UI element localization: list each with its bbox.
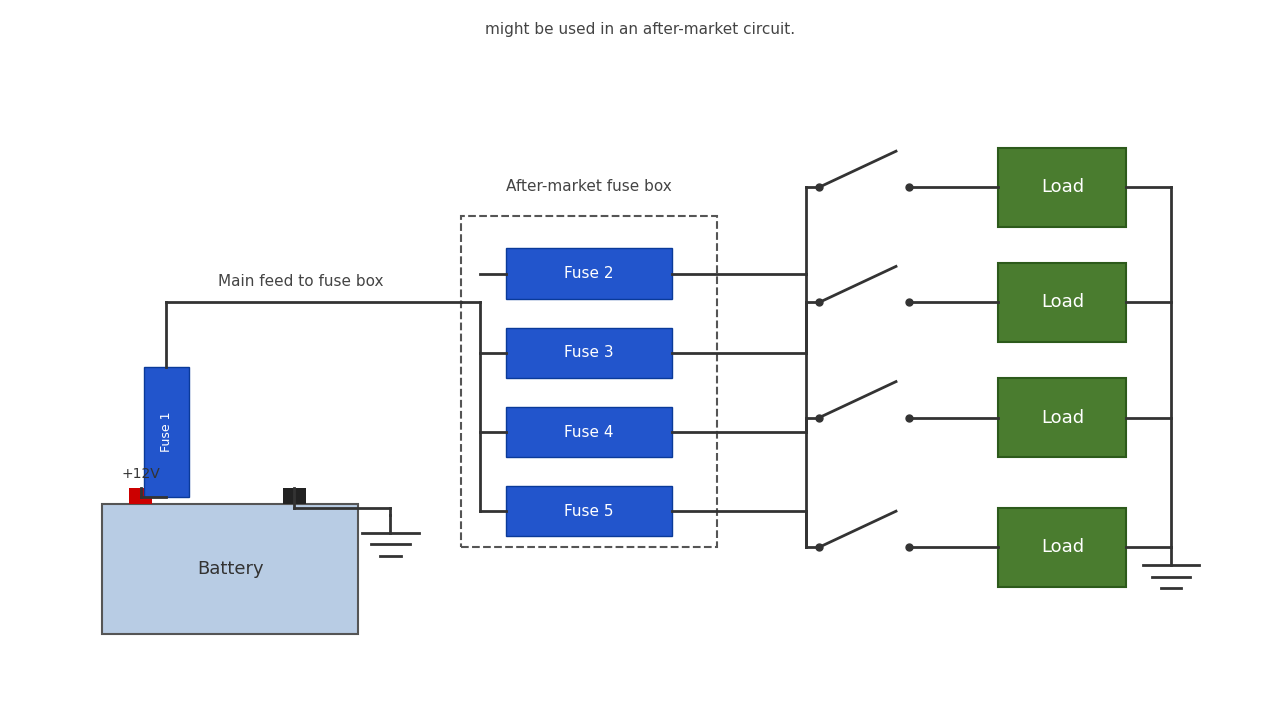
Text: Fuse 3: Fuse 3 [564, 346, 613, 360]
FancyBboxPatch shape [998, 263, 1126, 342]
FancyBboxPatch shape [998, 378, 1126, 457]
FancyBboxPatch shape [998, 148, 1126, 227]
Text: +12V: +12V [122, 467, 160, 481]
FancyBboxPatch shape [143, 367, 189, 497]
Text: Load: Load [1041, 294, 1084, 312]
FancyBboxPatch shape [506, 486, 672, 536]
FancyBboxPatch shape [506, 407, 672, 457]
Text: Battery: Battery [197, 560, 264, 577]
Text: Fuse 2: Fuse 2 [564, 266, 613, 281]
Text: After-market fuse box: After-market fuse box [506, 179, 672, 194]
FancyBboxPatch shape [506, 328, 672, 378]
Text: Load: Load [1041, 179, 1084, 197]
Text: Fuse 4: Fuse 4 [564, 425, 613, 439]
Text: Fuse 5: Fuse 5 [564, 504, 613, 518]
Bar [129, 488, 152, 504]
FancyBboxPatch shape [506, 248, 672, 299]
Text: might be used in an after-market circuit.: might be used in an after-market circuit… [485, 22, 795, 37]
FancyBboxPatch shape [998, 508, 1126, 587]
Bar [283, 488, 306, 504]
Text: Load: Load [1041, 409, 1084, 426]
FancyBboxPatch shape [102, 504, 358, 634]
Text: Main feed to fuse box: Main feed to fuse box [218, 274, 383, 289]
Text: Load: Load [1041, 539, 1084, 557]
Text: Fuse 1: Fuse 1 [160, 412, 173, 452]
